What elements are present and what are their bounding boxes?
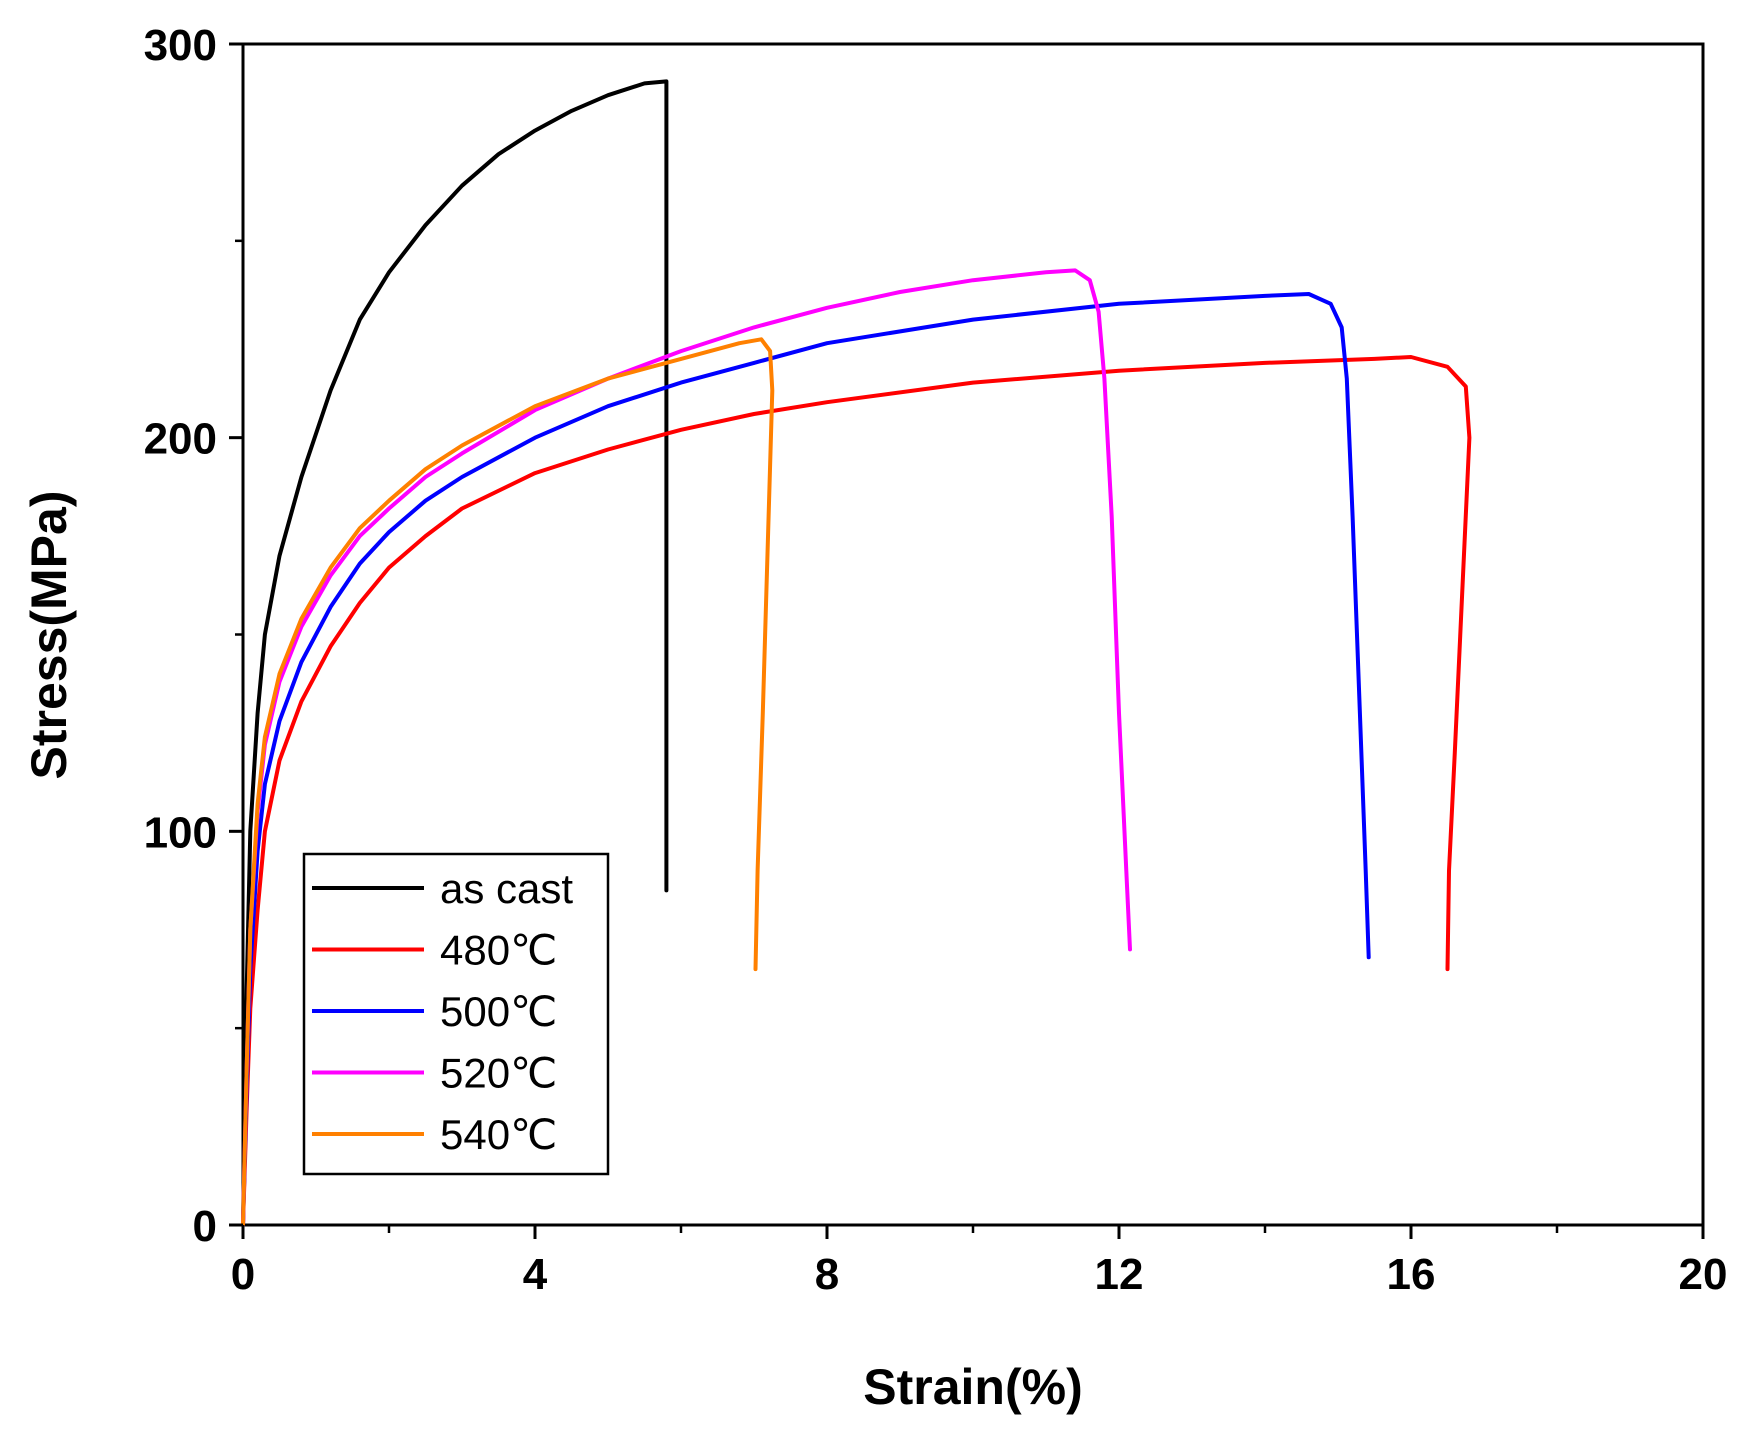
legend-label-4: 540℃ <box>440 1111 557 1158</box>
legend-label-3: 520℃ <box>440 1050 557 1097</box>
y-tick-label: 100 <box>144 808 217 857</box>
x-tick-label: 8 <box>815 1250 839 1299</box>
series-layer <box>241 79 1472 1227</box>
series-line-1 <box>241 355 1472 1227</box>
x-tick-label: 16 <box>1387 1250 1436 1299</box>
legend-box <box>302 852 610 1176</box>
x-tick-label: 4 <box>523 1250 548 1299</box>
legend-label-0: as cast <box>440 865 573 912</box>
y-tick-label: 300 <box>144 21 217 70</box>
y-tick-label: 0 <box>193 1202 217 1251</box>
legend-label-2: 500℃ <box>440 988 557 1035</box>
series-line-2 <box>241 292 1371 1227</box>
y-tick-label: 200 <box>144 415 217 464</box>
x-tick-label: 0 <box>231 1250 255 1299</box>
legend-items: as cast 480℃ 500℃ 520℃ 540℃ <box>312 865 573 1158</box>
legend-label-1: 480℃ <box>440 927 557 974</box>
series-line-4 <box>241 337 775 1227</box>
x-tick-label: 12 <box>1095 1250 1144 1299</box>
x-tick-label: 20 <box>1679 1250 1728 1299</box>
x-axis-title: Strain(%) <box>863 1359 1082 1415</box>
legend: as cast 480℃ 500℃ 520℃ 540℃ <box>302 852 610 1176</box>
series-line-0 <box>241 79 669 1227</box>
y-axis-title: Stress(MPa) <box>21 491 77 780</box>
